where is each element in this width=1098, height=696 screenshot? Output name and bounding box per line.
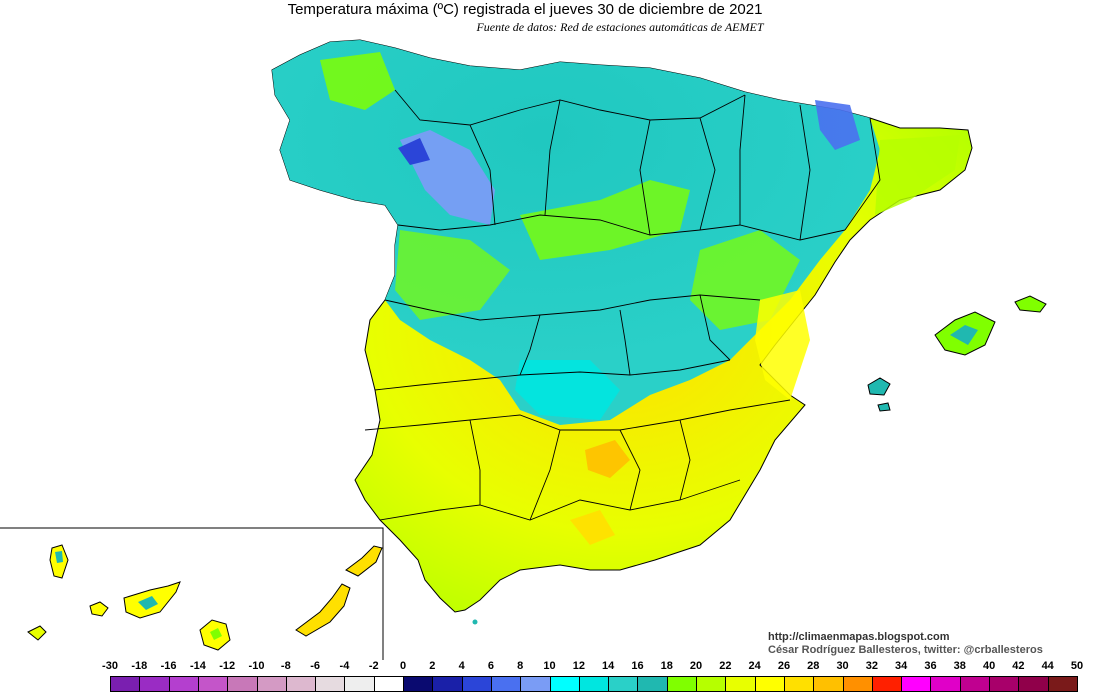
darkblue-patch-leon	[398, 138, 430, 165]
legend-swatch	[139, 676, 170, 692]
legend-swatch	[754, 676, 785, 692]
fuerteventura	[295, 583, 351, 637]
legend-tick: 0	[399, 660, 407, 672]
green-patch-galicia	[320, 52, 395, 110]
map-title: Temperatura máxima (ºC) registrada el ju…	[287, 1, 763, 18]
legend-tick: -16	[160, 660, 177, 672]
legend-tick: 30	[836, 660, 849, 672]
legend-swatch	[315, 676, 346, 692]
lanzarote	[345, 545, 383, 577]
legend-swatch	[256, 676, 287, 692]
legend-tick: 6	[487, 660, 494, 672]
legend-tick: 4	[458, 660, 465, 672]
legend-tick: -4	[339, 660, 350, 672]
blog-credit: http://climaenmapas.blogspot.com	[768, 631, 950, 643]
legend-swatch	[1047, 676, 1078, 692]
la-gomera	[89, 601, 109, 617]
legend-tick: 12	[572, 660, 585, 672]
legend-tick: -8	[280, 660, 291, 672]
legend-swatch	[227, 676, 258, 692]
legend-swatch	[110, 676, 141, 692]
legend-swatch	[930, 676, 961, 692]
legend-swatch	[490, 676, 522, 692]
legend-tick: -10	[248, 660, 265, 672]
legend-tick: 34	[895, 660, 908, 672]
author-credit: César Rodríguez Ballesteros, twitter: @c…	[768, 644, 1043, 656]
legend-swatch	[285, 676, 317, 692]
green-patch-catalonia	[875, 135, 960, 215]
gran-canaria-core	[210, 628, 222, 640]
legend-swatch	[403, 676, 434, 692]
orange-patch-granada	[570, 510, 615, 545]
legend-tick: 8	[517, 660, 524, 672]
legend-swatch	[549, 676, 580, 692]
legend-swatch	[373, 676, 405, 692]
region-borders	[364, 89, 881, 521]
legend-tick: -18	[131, 660, 148, 672]
legend-swatch	[637, 676, 668, 692]
legend-swatch	[197, 676, 229, 692]
legend-tick: 24	[748, 660, 761, 672]
ibiza	[867, 377, 891, 396]
legend-swatch	[696, 676, 727, 692]
legend-tick: 10	[543, 660, 556, 672]
mallorca-core	[950, 325, 978, 345]
legend-swatch	[813, 676, 844, 692]
legend-swatch	[842, 676, 873, 692]
legend-swatch	[344, 676, 375, 692]
legend-swatch	[666, 676, 698, 692]
legend-tick: 32	[865, 660, 878, 672]
legend-tick: 44	[1041, 660, 1054, 672]
legend-tick: 26	[777, 660, 791, 672]
green-patch-centre	[520, 180, 690, 260]
ceuta	[472, 619, 478, 625]
legend-tick: 20	[689, 660, 703, 672]
legend-swatch	[871, 676, 903, 692]
canary-inset-frame	[0, 527, 384, 660]
legend-tick: 28	[807, 660, 820, 672]
el-hierro	[27, 625, 47, 641]
color-legend: -30 -18 -16 -14 -12 -10 -8 -6 -4 -2 0 2 4 6 8 10 12 14 16 1…	[0, 660, 1098, 696]
legend-tick: 50	[1070, 660, 1084, 672]
legend-swatch	[461, 676, 492, 692]
legend-swatch	[959, 676, 991, 692]
menorca	[1014, 295, 1047, 313]
legend-swatch	[168, 676, 199, 692]
legend-swatch	[901, 676, 932, 692]
orange-patch-jaen	[585, 440, 630, 478]
tenerife-core	[138, 596, 158, 610]
legend-tick: -14	[189, 660, 206, 672]
map-subtitle: Fuente de datos: Red de estaciones autom…	[476, 20, 764, 34]
legend-tick: -30	[102, 660, 118, 672]
cyan-patch-lamancha	[515, 360, 620, 420]
legend-tick: 40	[982, 660, 996, 672]
legend-tick: -12	[219, 660, 236, 672]
legend-tick: 16	[631, 660, 644, 672]
legend-tick: 42	[1012, 660, 1025, 672]
legend-swatch	[725, 676, 756, 692]
legend-swatch	[783, 676, 815, 692]
legend-tick: 38	[953, 660, 966, 672]
blue-patch-pyrenees	[815, 100, 860, 150]
legend-tick: -2	[368, 660, 379, 672]
legend-tick: 22	[719, 660, 732, 672]
legend-swatch	[520, 676, 551, 692]
legend-tick: 18	[660, 660, 673, 672]
la-palma-core	[55, 551, 63, 563]
legend-swatch	[578, 676, 610, 692]
legend-swatch	[989, 676, 1020, 692]
legend-tick: 2	[429, 660, 436, 672]
yellow-patch-valencia	[755, 290, 810, 400]
legend-tick: 14	[602, 660, 615, 672]
formentera	[877, 402, 891, 412]
green-patch-west	[395, 230, 510, 320]
legend-swatch	[608, 676, 639, 692]
temperature-map	[0, 39, 1047, 660]
legend-swatch	[432, 676, 463, 692]
legend-tick: -6	[310, 660, 320, 672]
legend-tick: 36	[924, 660, 937, 672]
legend-swatch	[1018, 676, 1049, 692]
